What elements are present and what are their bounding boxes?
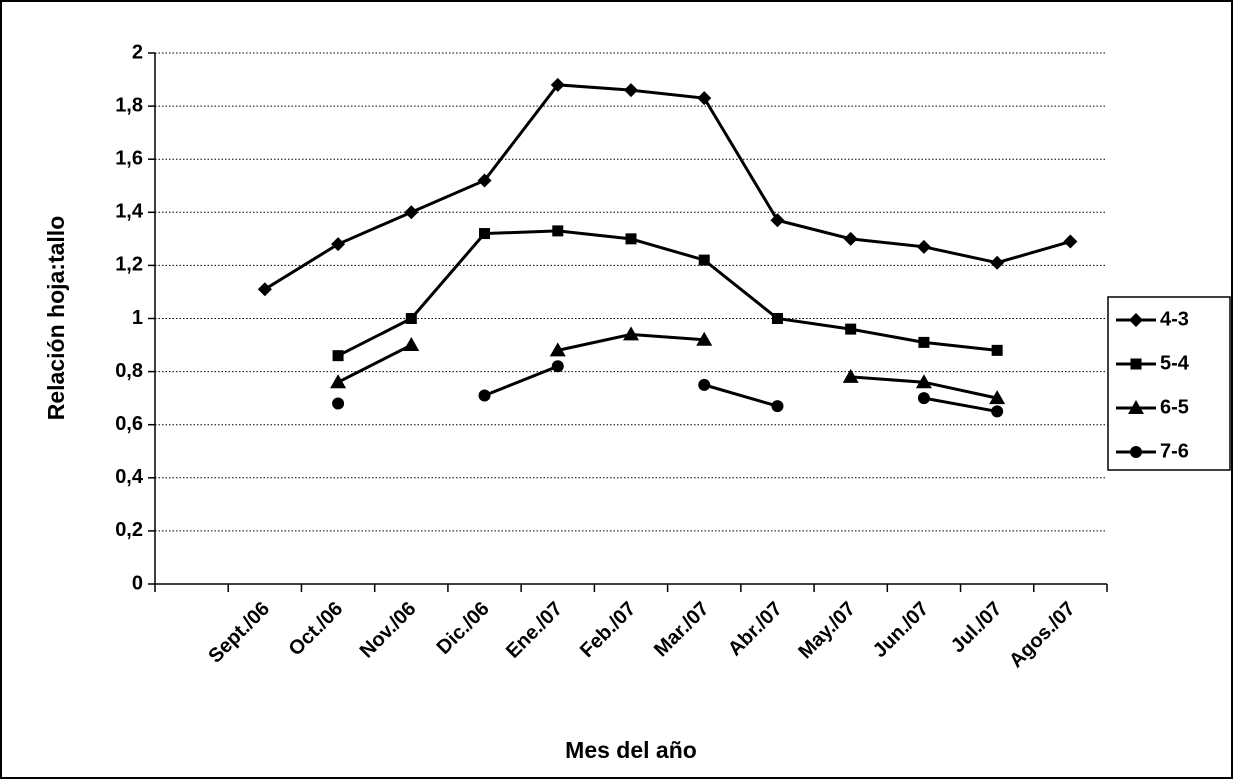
marker	[916, 239, 931, 254]
marker	[332, 397, 345, 410]
marker	[1130, 358, 1142, 370]
marker	[989, 390, 1006, 405]
marker	[991, 344, 1003, 356]
marker	[405, 313, 417, 324]
marker	[990, 255, 1005, 270]
marker	[1063, 234, 1078, 249]
legend-label: 5-4	[1160, 352, 1190, 374]
marker	[770, 213, 785, 228]
marker	[332, 350, 344, 362]
marker	[842, 368, 859, 383]
x-axis-title: Mes del año	[565, 737, 697, 763]
legend-label: 7-6	[1160, 440, 1189, 462]
y-tick-label: 1,6	[115, 147, 143, 169]
y-tick-label: 0,6	[115, 413, 143, 435]
marker	[477, 173, 492, 188]
y-tick-label: 1,8	[115, 94, 143, 116]
marker	[698, 378, 711, 391]
marker	[696, 331, 713, 346]
marker	[915, 374, 932, 389]
series-line	[337, 229, 998, 358]
legend-label: 6-5	[1160, 396, 1189, 418]
marker	[917, 392, 930, 405]
series-line	[483, 364, 998, 413]
marker	[845, 323, 857, 335]
marker	[403, 337, 420, 352]
y-tick-label: 1,2	[115, 254, 143, 276]
series-line	[264, 83, 1071, 291]
legend-label: 4-3	[1160, 308, 1189, 330]
y-tick-label: 1	[132, 307, 143, 329]
marker	[552, 225, 564, 237]
marker	[550, 77, 565, 92]
marker	[623, 326, 639, 341]
marker	[331, 237, 346, 252]
marker	[771, 313, 783, 324]
y-tick-label: 0	[132, 572, 143, 594]
y-tick-label: 1,4	[115, 201, 144, 223]
marker	[479, 228, 491, 240]
marker	[698, 254, 710, 266]
y-tick-label: 2	[132, 41, 143, 63]
y-tick-label: 0,8	[115, 360, 143, 382]
marker	[625, 233, 637, 245]
y-tick-label: 0,4	[115, 466, 144, 488]
marker	[697, 91, 712, 106]
marker	[1130, 446, 1142, 458]
marker	[551, 360, 564, 373]
marker	[991, 405, 1004, 418]
marker	[843, 231, 858, 246]
marker	[478, 389, 491, 402]
marker	[771, 400, 784, 413]
marker	[330, 374, 347, 389]
marker	[624, 83, 638, 98]
y-axis-title: Relación hoja:tallo	[43, 216, 69, 420]
marker	[1128, 400, 1144, 414]
marker	[549, 342, 566, 357]
y-tick-label: 0,2	[115, 519, 143, 541]
marker	[1129, 313, 1143, 327]
legend-box	[1107, 296, 1231, 471]
marker	[918, 336, 930, 348]
marker	[404, 205, 419, 220]
marker	[257, 282, 272, 297]
